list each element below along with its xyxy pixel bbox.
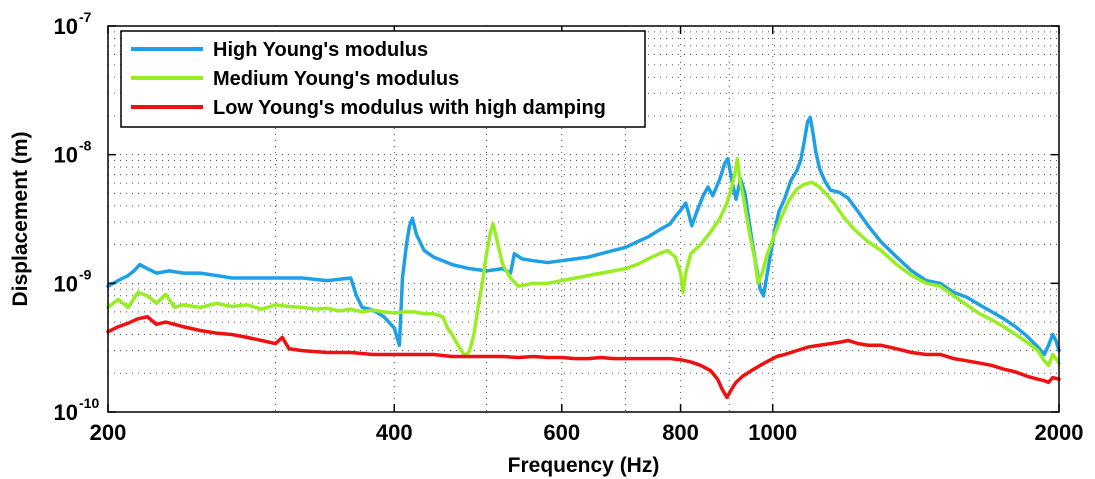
legend-label-1: High Young's modulus [213,39,428,61]
legend-box [120,30,646,128]
x-tick-label: 600 [543,420,580,445]
x-tick-label: 800 [662,420,699,445]
y-tick-exponent: -10 [79,395,99,411]
plot-frame [107,25,1060,413]
y-tick-label: 10 [54,400,78,425]
y-tick-exponent: -7 [79,9,92,25]
legend-label-2: Medium Young's modulus [213,68,459,90]
x-tick-label: 200 [90,420,127,445]
x-tick-label: 2000 [1035,420,1084,445]
y-axis-label: Displacement (m) [9,131,32,306]
axes [107,25,1060,413]
x-tick-label: 1000 [748,420,797,445]
grid [108,26,1059,412]
x-axis-label: Frequency (Hz) [508,454,660,477]
y-tick-exponent: -9 [79,266,92,282]
x-tick-label: 400 [376,420,413,445]
y-tick-exponent: -8 [79,138,92,154]
series-line-2 [106,156,1061,368]
legend-label-3: Low Young's modulus with high damping [213,97,606,119]
y-tick-label: 10 [54,271,78,296]
series-lines [106,115,1061,400]
y-tick-label: 10 [54,143,78,168]
series-line-1 [106,115,1061,357]
series-line-3 [106,314,1061,400]
legend: High Young's modulus Medium Young's modul… [120,30,646,128]
y-tick-label: 10 [54,14,78,39]
